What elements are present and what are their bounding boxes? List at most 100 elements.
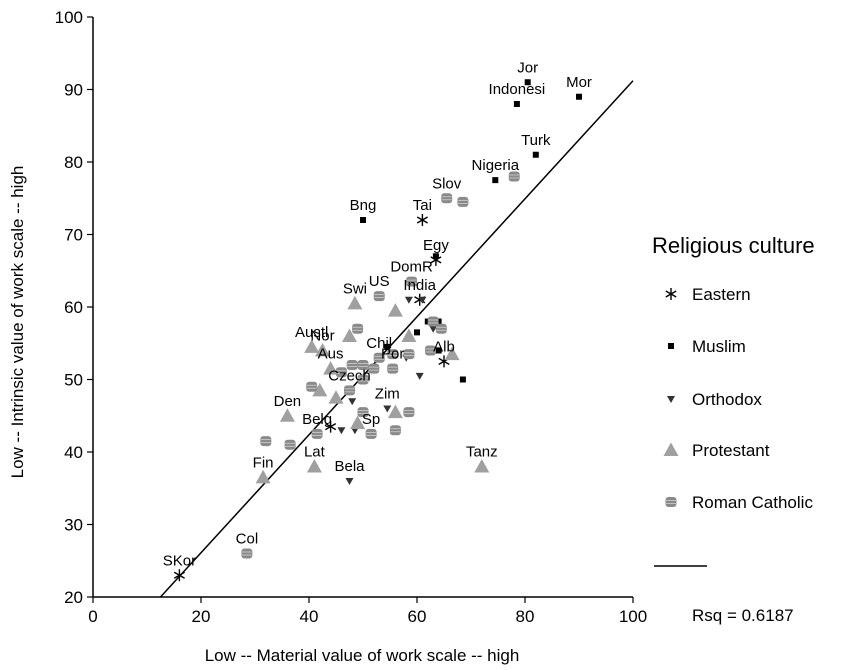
point-label: Den <box>274 393 302 410</box>
point-label: Bela <box>334 458 365 475</box>
point-roman-catholic <box>508 171 520 182</box>
point-protestant <box>401 328 417 342</box>
axes-layer: 0 20 40 60 80 100 20 30 40 50 60 70 80 90 100 <box>55 8 648 626</box>
points-layer <box>173 79 582 582</box>
point-label: Nor <box>310 328 334 345</box>
x-tick-label: 0 <box>88 607 97 626</box>
point-muslim <box>513 101 520 107</box>
point-roman-catholic <box>373 291 385 302</box>
point-protestant <box>347 295 363 310</box>
point-label: Indonesi <box>489 81 546 98</box>
point-roman-catholic <box>427 316 439 327</box>
x-axis-title: Low -- Material value of work scale -- h… <box>205 646 520 665</box>
y-tick-label: 90 <box>64 81 83 100</box>
point-label: Swi <box>343 280 367 297</box>
y-axis-title: Low -- Intrinsic value of work scale -- … <box>8 166 27 479</box>
y-tick-label: 40 <box>64 443 83 462</box>
point-protestant <box>387 404 403 419</box>
point-roman-catholic <box>406 276 418 287</box>
point-label: US <box>369 273 390 290</box>
fit-line-layer <box>159 80 634 598</box>
point-roman-catholic <box>260 436 272 447</box>
x-tick-label: 100 <box>619 607 647 626</box>
point-label: Slov <box>432 175 462 192</box>
point-orthodox <box>429 325 438 333</box>
point-orthodox <box>337 427 346 435</box>
point-roman-catholic <box>306 381 318 392</box>
point-roman-catholic <box>357 360 369 370</box>
point-label: Mor <box>566 74 592 91</box>
point-label: Fin <box>253 454 274 471</box>
point-label: Aus <box>318 346 344 363</box>
point-protestant <box>312 382 328 397</box>
legend-marker-orthodox <box>667 396 675 403</box>
point-roman-catholic <box>241 548 253 559</box>
x-tick-label: 80 <box>516 607 535 626</box>
point-roman-catholic <box>365 428 377 439</box>
point-labels-layer: SKor Tai Egy India Alb Jor Indonesi Mor TurkNige… <box>163 59 592 569</box>
point-label: Czech <box>328 367 371 384</box>
legend-marker-eastern <box>665 288 677 300</box>
point-muslim <box>435 347 442 354</box>
legend-marker-protestant <box>663 442 679 456</box>
point-label: India <box>403 277 436 294</box>
y-tick-label: 50 <box>64 371 83 390</box>
point-roman-catholic <box>344 385 355 396</box>
point-protestant <box>444 346 460 361</box>
point-label: Austl <box>295 324 328 341</box>
point-roman-catholic <box>357 407 369 418</box>
y-tick-label: 100 <box>55 8 83 27</box>
point-roman-catholic <box>387 363 399 374</box>
x-tick-label: 60 <box>408 607 427 626</box>
point-label: Col <box>236 531 259 548</box>
point-roman-catholic <box>346 360 358 370</box>
legend-label-muslim: Muslim <box>692 337 746 356</box>
point-label: Jor <box>517 59 538 76</box>
legend-title: Religious culture <box>652 233 815 258</box>
point-protestant <box>306 459 322 473</box>
point-muslim <box>576 93 582 100</box>
legend-label-protestant: Protestant <box>692 441 770 460</box>
point-roman-catholic <box>284 439 296 450</box>
point-orthodox <box>404 296 413 304</box>
legend-label-roman-catholic: Roman Catholic <box>692 493 813 512</box>
point-protestant <box>342 328 357 342</box>
point-label: Nigeria <box>472 157 520 174</box>
point-orthodox <box>345 478 354 485</box>
point-roman-catholic <box>373 352 385 363</box>
point-muslim <box>492 177 499 184</box>
point-protestant <box>328 390 344 404</box>
point-label: Zim <box>375 386 400 403</box>
point-roman-catholic <box>403 349 415 360</box>
y-tick-label: 20 <box>64 588 83 607</box>
point-protestant <box>315 343 330 357</box>
point-muslim <box>414 329 420 336</box>
point-roman-catholic <box>311 428 323 439</box>
point-muslim <box>432 253 439 260</box>
point-label: Sp <box>362 411 380 428</box>
point-muslim <box>532 151 539 158</box>
fit-line <box>159 80 634 598</box>
point-label: DomR <box>390 259 433 276</box>
point-label: Bng <box>350 197 377 214</box>
point-label: Egy <box>423 237 449 254</box>
x-tick-label: 40 <box>300 607 319 626</box>
point-muslim <box>459 376 466 383</box>
point-roman-catholic <box>387 349 399 360</box>
point-eastern <box>325 420 337 433</box>
point-roman-catholic <box>441 193 453 204</box>
legend-marker-muslim <box>668 343 674 349</box>
y-tick-label: 80 <box>64 153 83 172</box>
point-roman-catholic <box>425 345 436 356</box>
point-orthodox <box>383 405 392 413</box>
y-tick-label: 60 <box>64 298 83 317</box>
x-tick-label: 20 <box>192 607 211 626</box>
point-roman-catholic <box>435 323 447 334</box>
legend-label-eastern: Eastern <box>692 285 751 304</box>
point-protestant <box>350 415 366 429</box>
y-tick-label: 30 <box>64 516 83 535</box>
point-roman-catholic <box>403 407 415 418</box>
point-eastern <box>416 214 428 226</box>
point-label: SKor <box>163 552 196 569</box>
